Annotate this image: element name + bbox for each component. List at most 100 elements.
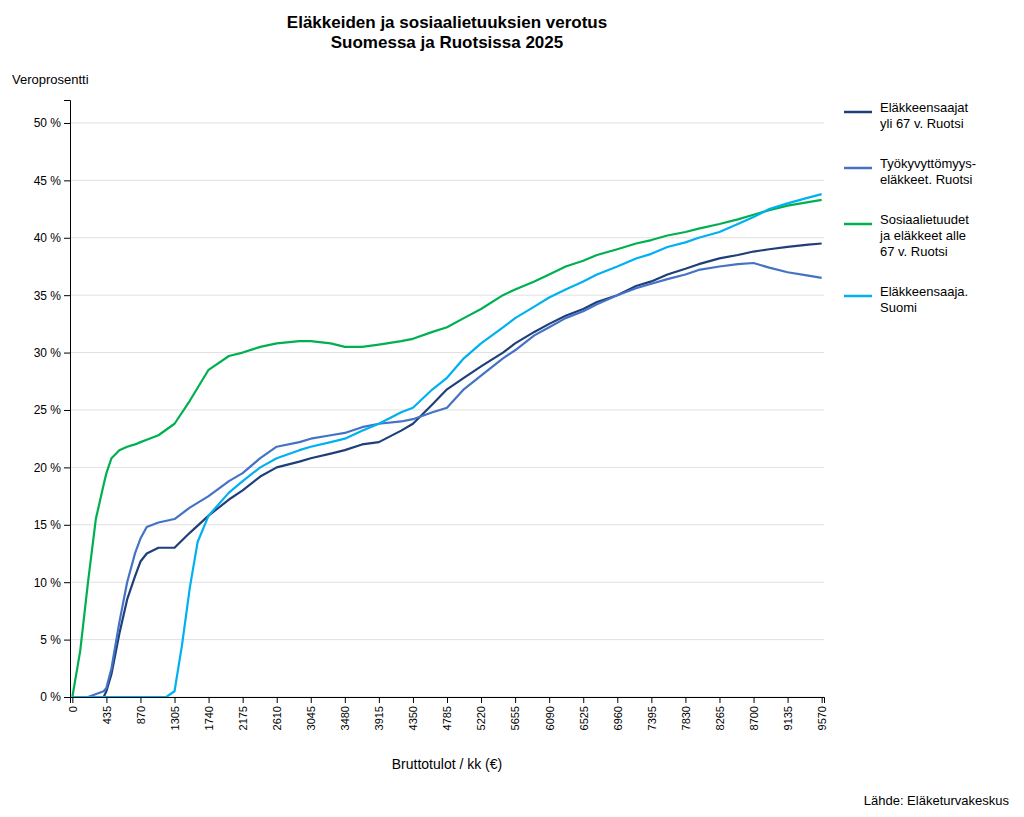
tick-label: 3045 [305,706,317,730]
tick-mark [209,697,210,703]
tick-label: 25 % [34,403,62,417]
tick-mark [175,697,176,703]
tick-label: 50 % [34,116,62,130]
tick-mark [413,697,414,703]
tick-mark [277,697,278,703]
y-axis: 0 %5 %10 %15 %20 %25 %30 %35 %40 %45 %50… [34,101,71,705]
legend-label: Eläkkeensaajatyli 67 v. Ruotsi [880,100,969,131]
tick-label: 10 % [34,576,62,590]
x-tick: 9570 [816,697,828,730]
x-tick: 435 [101,697,113,724]
y-axis-title: Veroprosentti [12,72,89,87]
plot-area: 0 435 870 1305 1740 2175 2610 3045 3480 3915 4350 4… [34,101,828,731]
tick-label: 7395 [646,706,658,730]
x-tick: 4350 [407,697,419,730]
tick-label: 4785 [441,706,453,730]
tick-label: 45 % [34,174,62,188]
x-tick: 7830 [680,697,692,730]
y-tick: 25 % [34,403,70,417]
legend: Eläkkeensaajatyli 67 v. RuotsiTyökyvyttö… [844,100,976,315]
tick-label: 9570 [816,706,828,730]
x-tick: 6525 [578,697,590,730]
tick-label: 5655 [509,706,521,730]
tick-label: 8700 [748,706,760,730]
tick-mark [243,697,244,703]
x-tick: 9135 [782,697,794,730]
y-tick: 10 % [34,576,70,590]
y-tick: 35 % [34,289,70,303]
tick-label: 4350 [407,706,419,730]
tick-label: 6090 [544,706,556,730]
x-tick: 6090 [544,697,556,730]
tick-mark [64,582,70,583]
legend-item: Sosiaalietuudetja eläkkeet alle67 v. Ruo… [844,212,969,259]
grid-line [70,467,824,468]
legend-label: Sosiaalietuudetja eläkkeet alle67 v. Ruo… [879,212,969,259]
legend-swatch [844,295,872,298]
tick-label: 7830 [680,706,692,730]
tick-mark [719,697,720,703]
x-tick: 1305 [169,697,181,730]
legend-item: Eläkkeensaajatyli 67 v. Ruotsi [844,100,969,131]
tick-mark [64,353,70,354]
tick-label: 1305 [169,706,181,730]
tick-label: 35 % [34,289,62,303]
tick-label: 1740 [203,706,215,730]
tick-mark [64,525,70,526]
grid-line [70,352,824,353]
x-tick: 3045 [305,697,317,730]
series-group [72,194,821,697]
grid [70,123,824,697]
tick-mark [617,697,618,703]
tick-label: 3480 [339,706,351,730]
x-axis: 0 435 870 1305 1740 2175 2610 3045 3480 3915 4350 4… [67,697,828,730]
tick-label: 40 % [34,231,62,245]
tick-mark [64,467,70,468]
grid-line [70,524,824,525]
tick-mark [140,697,141,703]
tick-label: 435 [101,706,113,724]
tick-mark [583,697,584,703]
legend-swatch [844,223,872,226]
x-tick: 2610 [271,697,283,730]
tick-mark [72,697,73,703]
x-tick: 870 [135,697,147,724]
legend-label: Eläkkeensaaja.Suomi [880,284,968,315]
y-tick: 5 % [40,633,70,647]
tick-mark [822,697,823,703]
tick-mark [64,238,70,239]
x-tick: 6960 [612,697,624,730]
x-tick: 1740 [203,697,215,730]
tick-label: 8265 [714,706,726,730]
tick-mark [64,295,70,296]
grid-line [70,582,824,583]
tick-mark [754,697,755,703]
legend-swatch [844,167,872,170]
tick-label: 9135 [782,706,794,730]
chart: 0 435 870 1305 1740 2175 2610 3045 3480 3915 4350 4… [0,0,1024,817]
series-line [72,194,821,697]
x-tick: 8265 [714,697,726,730]
x-tick: 3915 [373,697,385,730]
tick-mark [481,697,482,703]
tick-mark [64,697,70,698]
x-tick: 4785 [441,697,453,730]
tick-label: 6960 [612,706,624,730]
tick-mark [311,697,312,703]
grid-line [70,122,824,123]
tick-label: 0 [67,706,79,712]
x-tick: 5655 [509,697,521,730]
tick-mark [685,697,686,703]
axis-line [71,698,825,704]
tick-mark [447,697,448,703]
x-tick: 0 [67,697,79,712]
x-tick: 3480 [339,697,351,730]
y-tick: 40 % [34,231,70,245]
tick-mark [379,697,380,703]
title: Eläkkeiden ja sosiaalietuuksien verotusS… [287,13,607,52]
tick-mark [64,123,70,124]
tick-label: 3915 [373,706,385,730]
tick-label: 2175 [237,706,249,730]
tick-label: 5 % [40,633,61,647]
tick-label: 5220 [475,706,487,730]
